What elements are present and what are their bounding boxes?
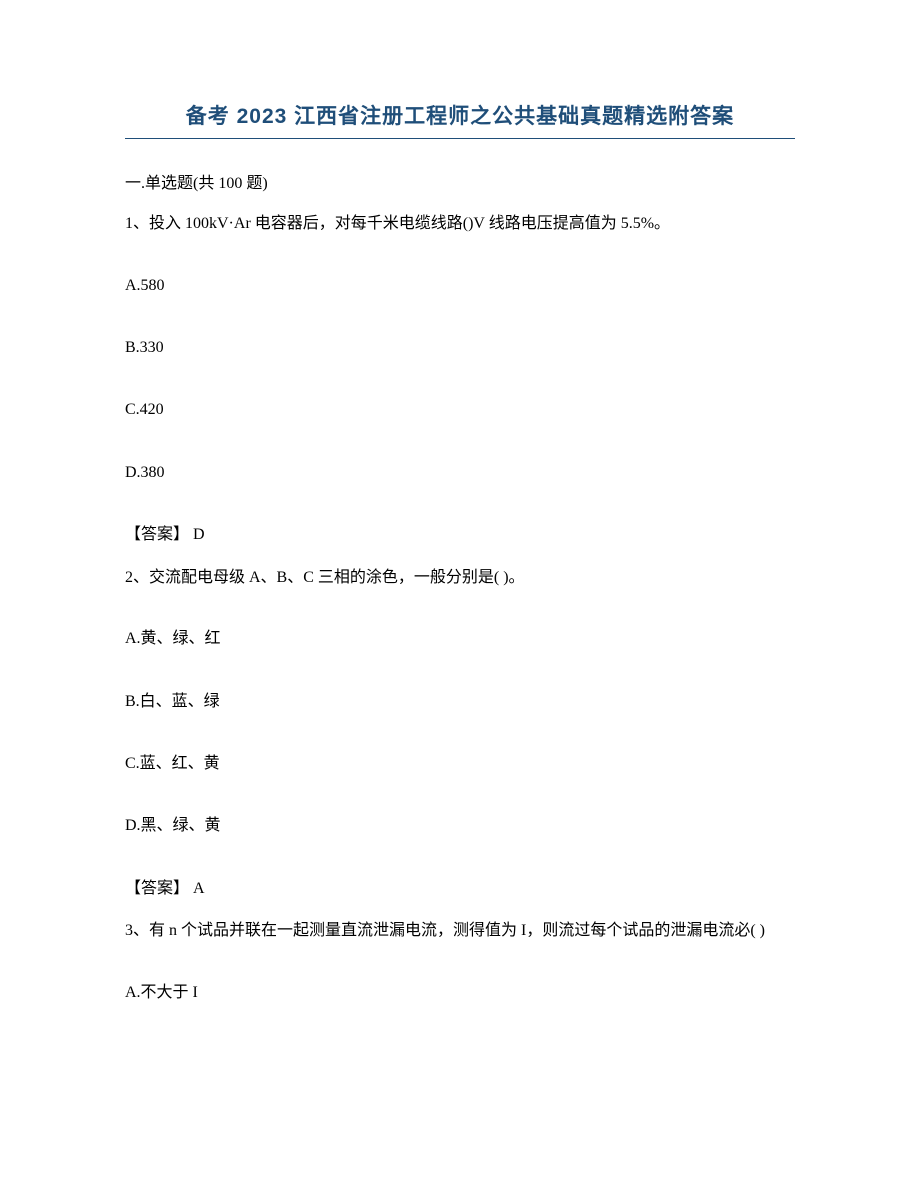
option-b: B.白、蓝、绿 <box>125 691 795 713</box>
document-title: 备考 2023 江西省注册工程师之公共基础真题精选附答案 <box>125 100 795 139</box>
answer: 【答案】 D <box>125 524 795 546</box>
answer: 【答案】 A <box>125 878 795 900</box>
option-d: D.黑、绿、黄 <box>125 815 795 837</box>
question-block-2: 2、交流配电母级 A、B、C 三相的涂色，一般分别是( )。 A.黄、绿、红 B… <box>125 565 795 901</box>
question-stem: 1、投入 100kV·Ar 电容器后，对每千米电缆线路()V 线路电压提高值为 … <box>125 211 795 237</box>
option-c: C.420 <box>125 399 795 421</box>
option-a: A.580 <box>125 275 795 297</box>
question-block-1: 1、投入 100kV·Ar 电容器后，对每千米电缆线路()V 线路电压提高值为 … <box>125 211 795 547</box>
option-d: D.380 <box>125 462 795 484</box>
question-block-3: 3、有 n 个试品并联在一起测量直流泄漏电流，测得值为 I，则流过每个试品的泄漏… <box>125 918 795 1004</box>
option-c: C.蓝、红、黄 <box>125 753 795 775</box>
option-a: A.不大于 I <box>125 982 795 1004</box>
option-b: B.330 <box>125 337 795 359</box>
question-stem: 2、交流配电母级 A、B、C 三相的涂色，一般分别是( )。 <box>125 565 795 591</box>
question-stem: 3、有 n 个试品并联在一起测量直流泄漏电流，测得值为 I，则流过每个试品的泄漏… <box>125 918 795 944</box>
option-a: A.黄、绿、红 <box>125 628 795 650</box>
section-header: 一.单选题(共 100 题) <box>125 169 795 193</box>
